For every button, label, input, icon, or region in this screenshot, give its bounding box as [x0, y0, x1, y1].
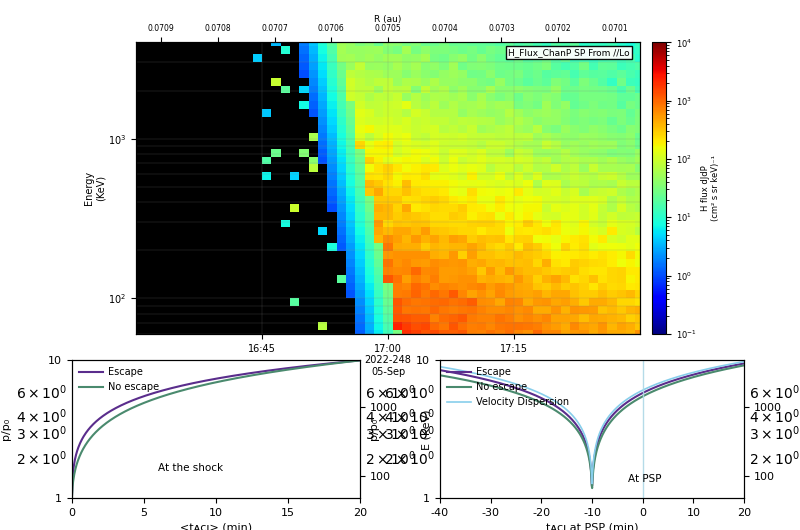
Text: H_Flux_ChanP SP From //Lo: H_Flux_ChanP SP From //Lo: [508, 48, 630, 57]
No escape: [587, 485, 597, 491]
Velocity Dispersion: [466, 369, 476, 376]
Escape: [569, 419, 578, 425]
No escape: [238, 374, 248, 380]
No escape: [67, 493, 77, 500]
Text: At PSP: At PSP: [629, 474, 662, 484]
Line: Escape: Escape: [440, 364, 744, 485]
Legend: Escape, No escape, Velocity Dispersion: Escape, No escape, Velocity Dispersion: [445, 365, 571, 409]
Text: At the shock: At the shock: [158, 463, 223, 473]
Escape: [67, 491, 77, 498]
Line: Escape: Escape: [72, 360, 360, 494]
No escape: [435, 372, 445, 378]
Escape: [678, 374, 688, 381]
Escape: [739, 360, 749, 367]
X-axis label: <tᴀᴄᴉ> (min): <tᴀᴄᴉ> (min): [180, 524, 252, 530]
Velocity Dispersion: [587, 480, 597, 487]
Escape: [238, 371, 248, 377]
No escape: [569, 423, 578, 429]
Escape: [223, 374, 233, 380]
No escape: [466, 378, 476, 384]
Escape: [466, 373, 476, 379]
No escape: [355, 357, 365, 364]
Legend: Escape, No escape: Escape, No escape: [77, 365, 161, 394]
Escape: [558, 408, 568, 414]
No escape: [206, 381, 215, 387]
Y-axis label: Energy
(KeV): Energy (KeV): [84, 171, 106, 205]
No escape: [303, 364, 313, 370]
Escape: [303, 363, 313, 369]
No escape: [673, 379, 682, 385]
Line: No escape: No escape: [72, 360, 360, 497]
Velocity Dispersion: [644, 384, 654, 391]
Velocity Dispersion: [558, 403, 568, 410]
Y-axis label: p/p₀: p/p₀: [369, 418, 378, 440]
No escape: [678, 377, 688, 383]
Escape: [204, 377, 214, 383]
Velocity Dispersion: [569, 414, 578, 420]
No escape: [644, 390, 654, 396]
Escape: [348, 358, 358, 364]
No escape: [223, 377, 233, 383]
X-axis label: R (au): R (au): [374, 15, 402, 24]
No escape: [204, 381, 214, 387]
X-axis label: 2022-248
05-Sep: 2022-248 05-Sep: [365, 355, 411, 377]
Escape: [206, 376, 215, 383]
Escape: [644, 387, 654, 393]
Velocity Dispersion: [678, 372, 688, 378]
Escape: [355, 357, 365, 364]
No escape: [558, 412, 568, 419]
Line: No escape: No escape: [440, 365, 744, 488]
No escape: [739, 362, 749, 368]
No escape: [348, 358, 358, 364]
Velocity Dispersion: [673, 374, 682, 380]
Escape: [435, 367, 445, 373]
Escape: [673, 376, 682, 383]
X-axis label: tᴀᴄᴉ at PSP (min): tᴀᴄᴉ at PSP (min): [546, 524, 638, 530]
Escape: [587, 482, 597, 489]
Y-axis label: p/p₀: p/p₀: [1, 418, 10, 440]
Y-axis label: H flux dJdP
(cm² s sr keV)⁻¹: H flux dJdP (cm² s sr keV)⁻¹: [701, 155, 721, 221]
Y-axis label: E (KeV): E (KeV): [422, 409, 431, 449]
Velocity Dispersion: [739, 358, 749, 365]
Line: Velocity Dispersion: Velocity Dispersion: [440, 361, 744, 483]
Velocity Dispersion: [435, 364, 445, 370]
